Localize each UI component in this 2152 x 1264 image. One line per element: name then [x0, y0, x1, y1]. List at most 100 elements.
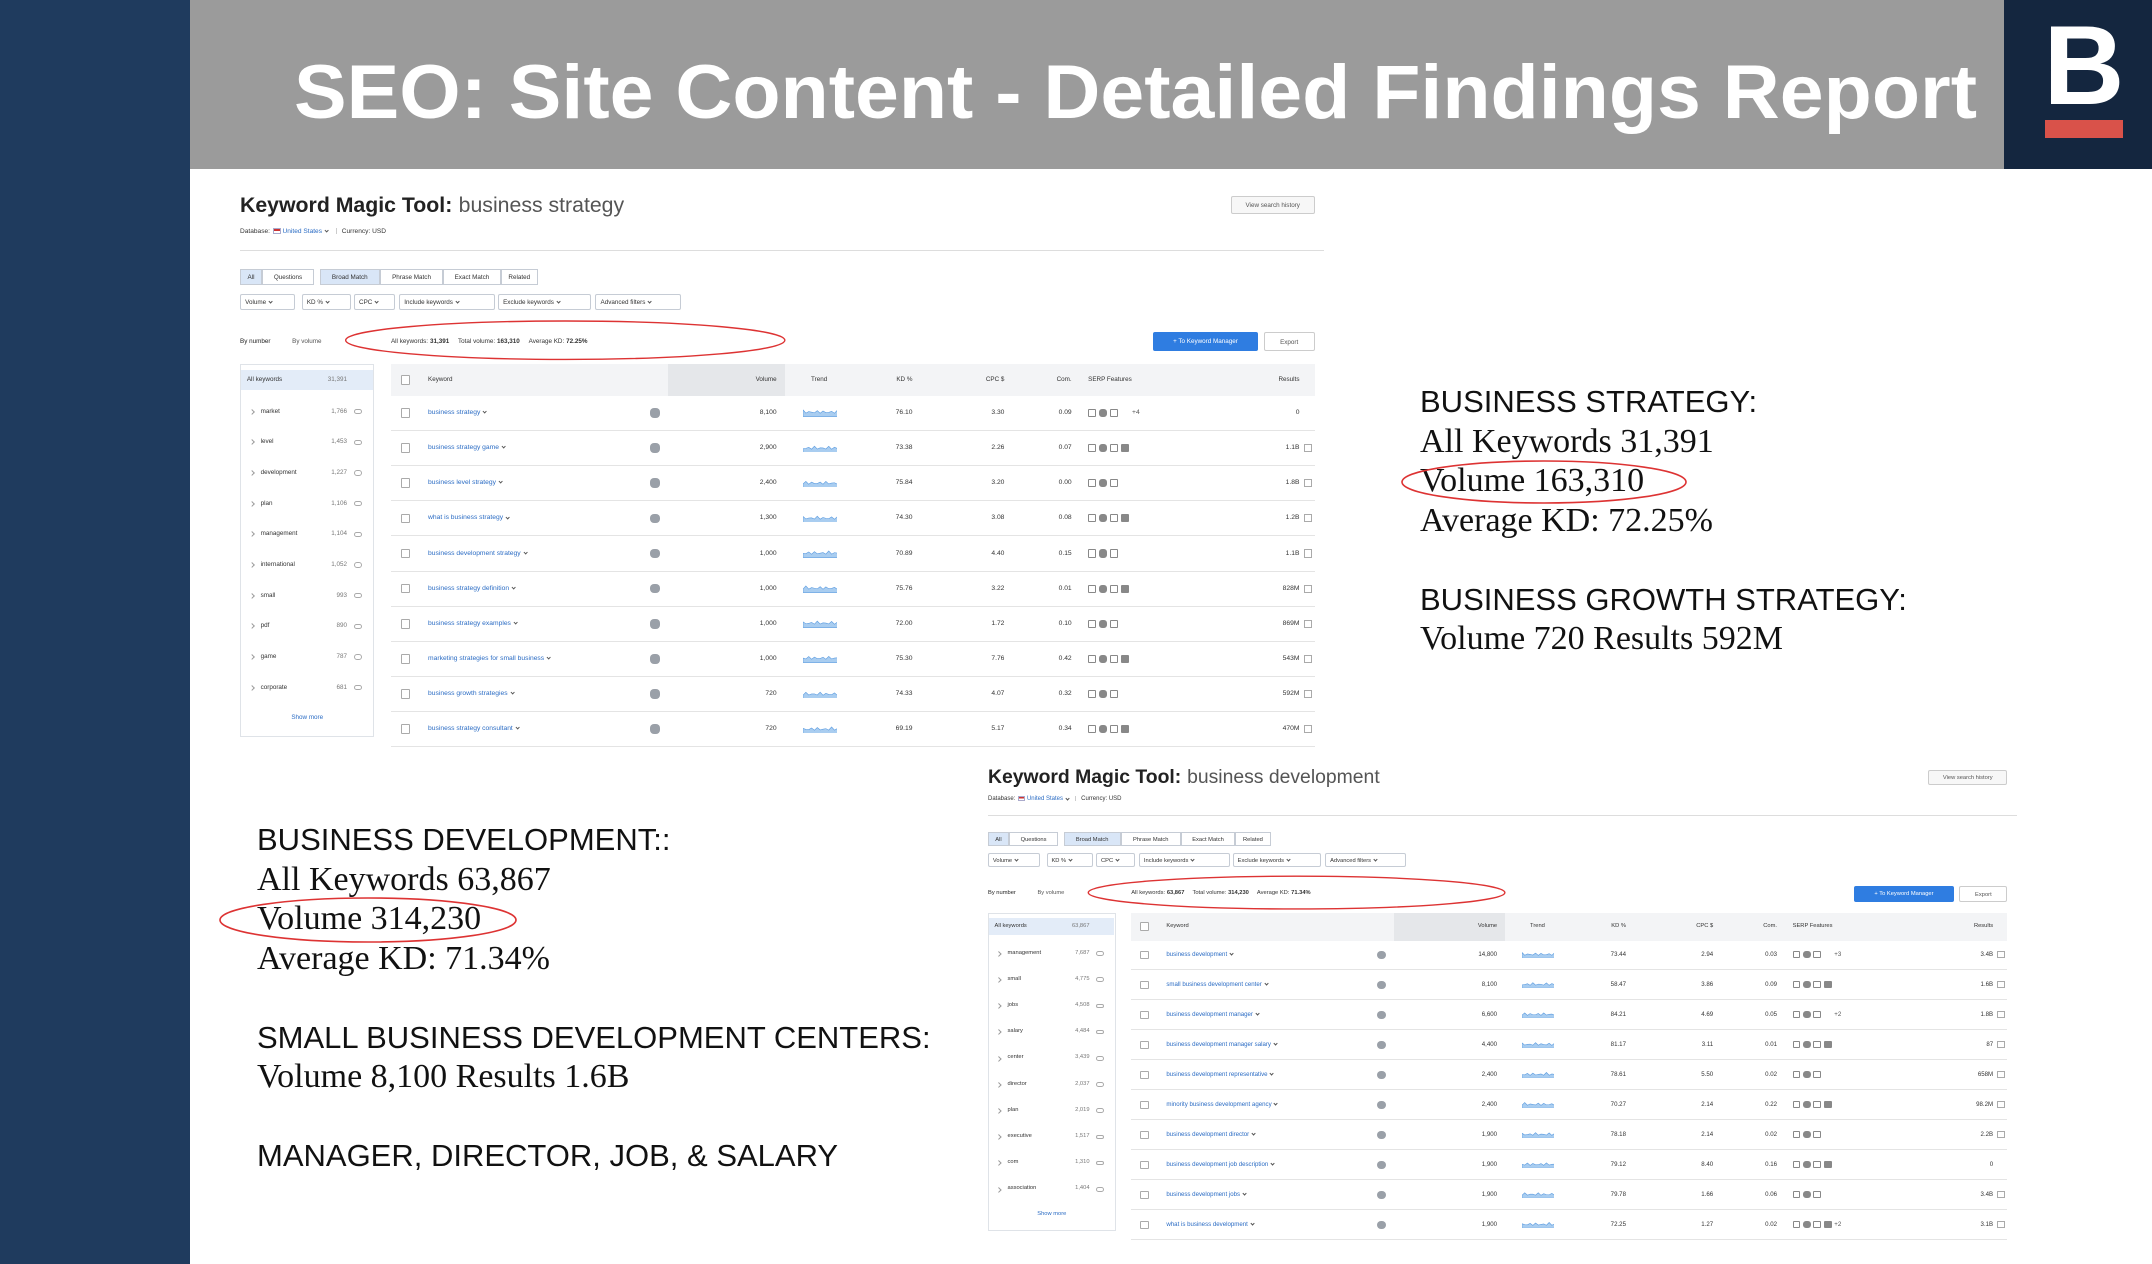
history-button[interactable]: View search history — [1230, 196, 1315, 214]
add-icon[interactable] — [650, 408, 660, 418]
add-icon[interactable] — [1377, 1100, 1387, 1109]
checkbox[interactable] — [1140, 1070, 1150, 1079]
checkbox[interactable] — [400, 513, 411, 524]
view-mode[interactable]: By volume — [292, 337, 322, 345]
keyword-link[interactable]: business strategy examples — [428, 617, 661, 631]
keyword-link[interactable]: business strategy — [428, 406, 661, 420]
add-icon[interactable] — [1377, 1010, 1387, 1019]
keyword-link[interactable]: business development jobs — [1166, 1189, 1387, 1201]
filter-dropdown[interactable]: Advanced filters — [595, 293, 681, 311]
checkbox[interactable] — [1140, 950, 1150, 959]
keyword-link[interactable]: what is business strategy — [428, 511, 661, 525]
checkbox[interactable] — [400, 408, 411, 418]
filter-dropdown[interactable]: Include keywords — [399, 293, 496, 311]
export-button[interactable]: Export — [1959, 885, 2008, 902]
show-more[interactable]: Show more — [291, 713, 324, 721]
manager-button[interactable]: + To Keyword Manager — [1853, 885, 1955, 902]
add-icon[interactable] — [1377, 1070, 1387, 1079]
keyword-link[interactable]: business development — [1166, 949, 1387, 961]
add-icon[interactable] — [1377, 1130, 1387, 1139]
add-icon[interactable] — [1377, 1220, 1387, 1229]
add-icon[interactable] — [650, 513, 660, 524]
add-icon[interactable] — [650, 478, 660, 488]
checkbox[interactable] — [1140, 1010, 1150, 1019]
checkbox[interactable] — [1140, 1160, 1150, 1169]
checkbox[interactable] — [400, 375, 411, 385]
keyword-link[interactable]: business development manager — [1166, 1009, 1387, 1021]
add-icon[interactable] — [650, 654, 660, 664]
filter-dropdown[interactable]: Advanced filters — [1325, 852, 1406, 867]
add-icon[interactable] — [650, 689, 660, 699]
keyword-link[interactable]: what is business development — [1166, 1219, 1387, 1231]
add-icon[interactable] — [650, 724, 660, 734]
tab[interactable]: Broad Match — [319, 268, 380, 286]
manager-button[interactable]: + To Keyword Manager — [1152, 331, 1259, 352]
tab[interactable]: Related — [500, 268, 538, 286]
keyword-link[interactable]: business growth strategies — [428, 687, 661, 701]
keyword-link[interactable]: business development manager salary — [1166, 1039, 1387, 1051]
keyword-link[interactable]: business strategy definition — [428, 582, 661, 596]
filter-dropdown[interactable]: Volume — [988, 852, 1041, 867]
history-button[interactable]: View search history — [1928, 769, 2008, 785]
keyword-link[interactable]: small business development center — [1166, 979, 1387, 991]
checkbox[interactable] — [400, 443, 411, 453]
sparkline-area — [1521, 1072, 1555, 1079]
keyword-link[interactable]: business development job description — [1166, 1159, 1387, 1171]
checkbox[interactable] — [1140, 980, 1150, 989]
keyword-link[interactable]: business development director — [1166, 1129, 1387, 1141]
add-icon[interactable] — [650, 583, 660, 594]
tab[interactable]: Phrase Match — [379, 268, 444, 286]
add-icon[interactable] — [1377, 1190, 1387, 1199]
checkbox[interactable] — [1140, 1190, 1150, 1199]
checkbox[interactable] — [1140, 1130, 1150, 1139]
add-icon[interactable] — [1377, 1160, 1387, 1169]
tab[interactable]: Phrase Match — [1120, 831, 1181, 846]
checkbox[interactable] — [1140, 922, 1150, 931]
add-icon[interactable] — [1377, 950, 1387, 959]
checkbox[interactable] — [400, 654, 411, 664]
checkbox[interactable] — [400, 583, 411, 594]
add-icon[interactable] — [650, 618, 660, 629]
tab[interactable]: Exact Match — [1180, 831, 1236, 846]
keyword-link[interactable]: business strategy consultant — [428, 722, 661, 736]
checkbox[interactable] — [400, 548, 411, 559]
view-mode[interactable]: By number — [988, 889, 1016, 896]
tab[interactable]: Related — [1235, 831, 1271, 846]
export-button[interactable]: Export — [1263, 331, 1315, 352]
filter-dropdown[interactable]: CPC — [1096, 852, 1136, 867]
tab[interactable]: All — [988, 831, 1009, 846]
filter-dropdown[interactable]: CPC — [353, 293, 396, 311]
checkbox[interactable] — [400, 478, 411, 488]
add-icon[interactable] — [650, 548, 660, 559]
checkbox[interactable] — [400, 724, 411, 734]
checkbox[interactable] — [400, 689, 411, 699]
checkbox[interactable] — [1140, 1100, 1150, 1109]
checkbox[interactable] — [1140, 1220, 1150, 1229]
tab[interactable]: Questions — [1008, 831, 1059, 846]
tab[interactable]: Broad Match — [1063, 831, 1121, 846]
checkbox[interactable] — [1140, 1040, 1150, 1049]
keyword-link[interactable]: marketing strategies for small business — [428, 652, 661, 666]
filter-dropdown[interactable]: Exclude keywords — [1232, 852, 1322, 867]
keyword-link[interactable]: minority business development agency — [1166, 1099, 1387, 1111]
tab[interactable]: All — [240, 268, 262, 286]
filter-dropdown[interactable]: Include keywords — [1139, 852, 1231, 867]
add-icon[interactable] — [1377, 1040, 1387, 1049]
filter-dropdown[interactable]: Volume — [240, 293, 295, 311]
keyword-link[interactable]: business development strategy — [428, 547, 661, 561]
show-more[interactable]: Show more — [1037, 1211, 1067, 1218]
keyword-link[interactable]: business strategy game — [428, 441, 661, 455]
keyword-link[interactable]: business level strategy — [428, 476, 661, 490]
keyword-link[interactable]: business development representative — [1166, 1069, 1387, 1081]
view-mode[interactable]: By number — [240, 337, 271, 345]
filter-dropdown[interactable]: KD % — [1046, 852, 1094, 867]
filter-dropdown[interactable]: KD % — [301, 293, 352, 311]
tab[interactable]: Exact Match — [443, 268, 501, 286]
serp-icon — [1088, 514, 1097, 523]
add-icon[interactable] — [650, 443, 660, 453]
filter-dropdown[interactable]: Exclude keywords — [498, 293, 592, 311]
tab[interactable]: Questions — [261, 268, 315, 286]
add-icon[interactable] — [1377, 980, 1387, 989]
checkbox[interactable] — [400, 618, 411, 629]
view-mode[interactable]: By volume — [1037, 889, 1065, 896]
